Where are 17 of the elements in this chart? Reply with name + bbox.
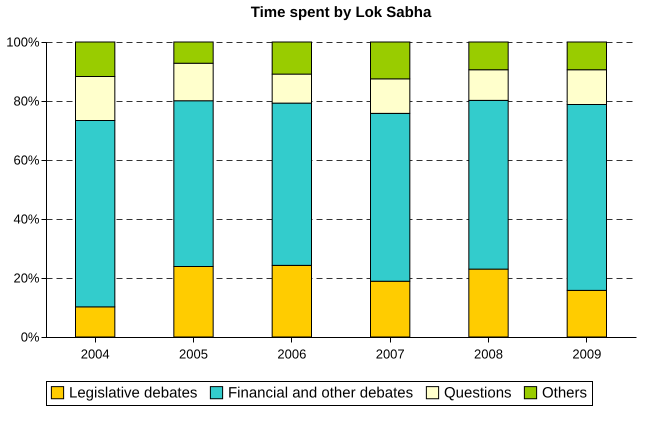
y-tick-label: 40% xyxy=(13,212,40,226)
x-tick-label: 2005 xyxy=(179,346,208,362)
y-tick-label: 80% xyxy=(13,94,40,108)
legend-label: Others xyxy=(542,384,588,402)
legend-label: Financial and other debates xyxy=(228,384,414,402)
legend-label: Questions xyxy=(444,384,512,402)
chart-title: Time spent by Lok Sabha xyxy=(250,4,432,21)
y-tick-label: 20% xyxy=(13,270,40,286)
legend-label: Legislative debates xyxy=(69,384,198,402)
y-tick-label: 0% xyxy=(20,330,40,344)
y-tick-label: 100% xyxy=(6,34,40,50)
y-tick-label: 60% xyxy=(13,152,40,168)
x-tick-label: 2007 xyxy=(376,346,405,362)
x-tick-label: 2009 xyxy=(572,346,602,362)
x-tick-label: 2006 xyxy=(277,346,306,362)
x-tick-label: 2004 xyxy=(80,346,110,362)
x-tick-label: 2008 xyxy=(474,346,503,362)
